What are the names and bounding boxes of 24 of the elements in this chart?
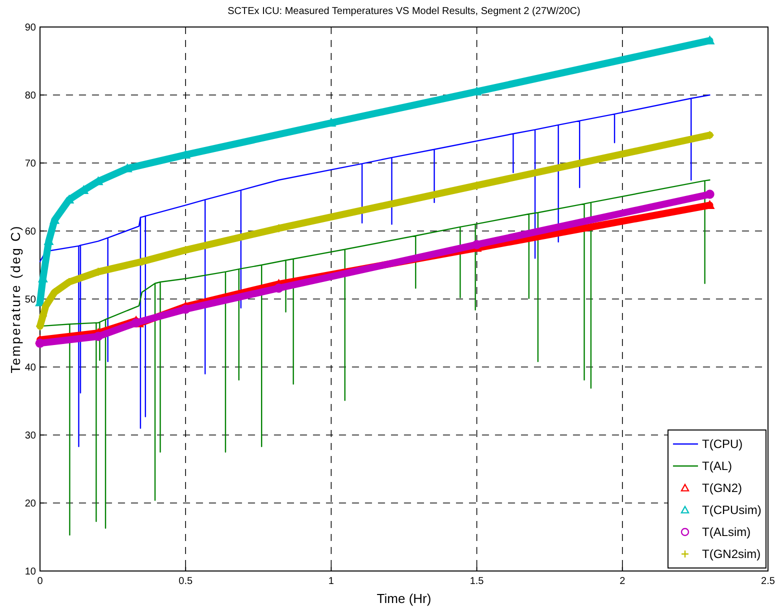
x-tick-label: 0 bbox=[37, 576, 44, 587]
legend-label: T(GN2) bbox=[702, 481, 742, 495]
x-axis-title: Time (Hr) bbox=[376, 591, 432, 606]
y-tick-label: 20 bbox=[24, 498, 36, 510]
x-tick-label: 2.5 bbox=[761, 576, 776, 587]
y-tick-label: 50 bbox=[24, 294, 36, 306]
legend-label: T(GN2sim) bbox=[702, 547, 761, 561]
y-tick-label: 90 bbox=[24, 22, 36, 34]
y-axis-title: Temperature (deg C) bbox=[8, 224, 23, 374]
y-tick-label: 30 bbox=[24, 430, 36, 442]
x-tick-label: 1 bbox=[328, 576, 334, 587]
legend-label: T(CPUsim) bbox=[702, 503, 762, 517]
legend-label: T(CPU) bbox=[702, 437, 743, 451]
legend-label: T(AL) bbox=[702, 459, 732, 473]
y-tick-label: 80 bbox=[24, 90, 36, 102]
y-tick-label: 60 bbox=[24, 226, 36, 238]
x-tick-label: 1.5 bbox=[470, 576, 484, 587]
legend-label: T(ALsim) bbox=[702, 525, 751, 539]
y-tick-label: 10 bbox=[24, 566, 36, 578]
x-tick-label: 2 bbox=[620, 576, 626, 587]
chart-title: SCTEx ICU: Measured Temperatures VS Model Results, Segment 2 (27W/20C) bbox=[228, 6, 580, 17]
y-tick-label: 70 bbox=[24, 158, 36, 170]
x-tick-label: 0.5 bbox=[178, 576, 193, 587]
y-tick-label: 40 bbox=[24, 362, 36, 374]
